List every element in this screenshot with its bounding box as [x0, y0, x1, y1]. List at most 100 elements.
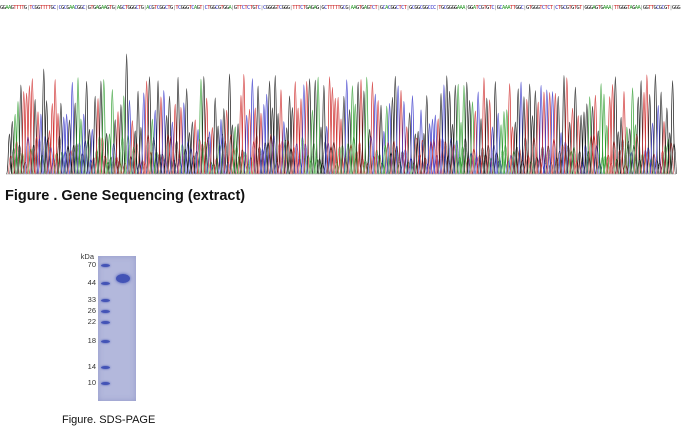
trace-peak: [254, 85, 262, 175]
trace-shoulder: [608, 163, 614, 175]
trace-shoulder: [111, 143, 117, 175]
trace-peak: [463, 81, 471, 175]
trace-peak: [128, 120, 136, 175]
trace-peak: [346, 109, 353, 175]
trace-peak: [614, 131, 622, 175]
kda-unit-label: kDa: [80, 252, 94, 261]
trace-peak: [143, 80, 150, 175]
trace-peak: [11, 113, 19, 175]
trace-peak: [48, 103, 56, 175]
trace-peak: [251, 107, 259, 175]
trace-peak: [334, 96, 342, 175]
trace-peak: [609, 84, 616, 175]
trace-peak: [597, 83, 605, 175]
ladder-band-44: [101, 282, 110, 285]
trace-peak: [623, 126, 631, 175]
trace-peak: [403, 126, 411, 175]
trace-peak: [566, 121, 574, 175]
trace-peak: [406, 112, 413, 175]
trace-peak: [603, 125, 611, 175]
trace-peak: [643, 74, 651, 175]
trace-peak: [500, 111, 508, 175]
trace-peak: [17, 84, 25, 175]
trace-peak: [257, 112, 265, 175]
trace-peak: [360, 90, 368, 175]
trace-peak: [469, 101, 476, 175]
trace-peak: [426, 123, 433, 175]
trace-peak: [289, 107, 296, 175]
trace-peak: [140, 92, 148, 175]
ladder-label-18: 18: [87, 336, 96, 345]
trace-peak: [483, 97, 491, 175]
trace-peak: [300, 84, 308, 175]
trace-peak: [451, 84, 459, 175]
trace-shoulder: [428, 141, 434, 175]
trace-peak: [86, 128, 93, 175]
trace-peak: [552, 92, 559, 175]
trace-peak: [317, 126, 325, 175]
trace-peak: [474, 91, 482, 175]
trace-shoulder: [76, 142, 83, 175]
trace-peak: [14, 101, 22, 175]
trace-peak: [163, 114, 170, 175]
trace-peak: [457, 121, 465, 175]
trace-peak: [260, 103, 268, 175]
trace-peak: [249, 78, 256, 175]
trace-peak: [391, 75, 399, 175]
base-call-sequence: GGAAGTTTTG|TCGGTTTTGC|CGCGAACGGC|GTGAGAA…: [0, 5, 681, 11]
ladder-label-14: 14: [87, 362, 96, 371]
trace-peak: [243, 114, 251, 175]
trace-peak: [606, 96, 614, 175]
trace-peak: [117, 104, 125, 175]
trace-shoulder: [448, 137, 454, 175]
trace-peak: [434, 118, 442, 175]
trace-peak: [40, 68, 48, 175]
trace-peak: [466, 99, 473, 175]
trace-peak: [494, 112, 502, 175]
trace-peak: [320, 84, 328, 175]
trace-peak: [6, 133, 13, 175]
gene-sequencing-caption: Figure . Gene Sequencing (extract): [5, 188, 246, 204]
trace-peak: [460, 84, 468, 175]
trace-peak: [626, 128, 634, 175]
trace-peak: [200, 76, 208, 175]
trace-peak: [26, 85, 33, 175]
trace-peak: [88, 128, 96, 175]
sds-page-caption: Figure. SDS-PAGE: [62, 414, 156, 426]
trace-peak: [126, 99, 133, 175]
trace-peak: [97, 80, 105, 175]
trace-peak: [323, 125, 331, 175]
trace-peak: [306, 78, 313, 175]
trace-peak: [220, 108, 228, 175]
trace-peak: [634, 96, 642, 175]
trace-peak: [234, 123, 242, 175]
trace-peak: [280, 121, 288, 175]
trace-peak: [489, 126, 496, 175]
trace-peak: [414, 130, 422, 175]
trace-peak: [572, 86, 579, 175]
trace-shoulder: [142, 162, 148, 175]
trace-peak: [209, 127, 216, 175]
ladder-label-10: 10: [87, 378, 96, 387]
trace-peak: [63, 113, 70, 175]
trace-peak: [294, 107, 302, 175]
trace-peak: [237, 94, 245, 175]
trace-peak: [389, 96, 396, 175]
trace-peak: [269, 107, 276, 175]
trace-peak: [380, 130, 388, 175]
trace-peak: [194, 129, 202, 175]
trace-peak: [23, 92, 30, 175]
trace-peak: [583, 103, 591, 175]
trace-peak: [431, 114, 439, 175]
ladder-label-44: 44: [87, 278, 96, 287]
trace-peak: [149, 118, 156, 175]
trace-shoulder: [151, 137, 157, 175]
trace-peak: [71, 102, 79, 175]
trace-peak: [297, 98, 305, 175]
trace-peak: [223, 109, 231, 175]
trace-peak: [111, 119, 119, 175]
trace-peak: [349, 85, 356, 175]
trace-shoulder: [419, 139, 426, 175]
trace-peak: [371, 93, 379, 175]
trace-peak: [520, 96, 528, 175]
